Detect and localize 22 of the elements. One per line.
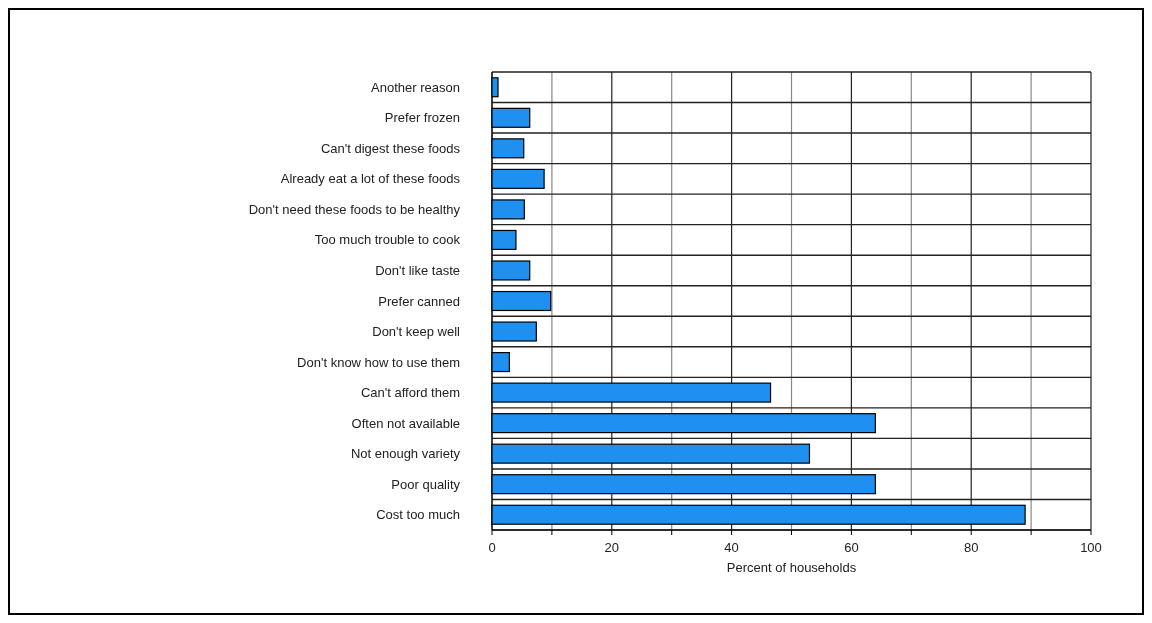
y-tick-label: Often not available: [351, 415, 460, 431]
y-tick-label: Poor quality: [391, 476, 461, 492]
x-tick-label: 40: [724, 540, 739, 555]
y-tick-label: Can't afford them: [360, 385, 460, 401]
x-axis-title: Percent of households: [726, 560, 857, 575]
y-tick-label: Don't like taste: [375, 263, 460, 279]
y-tick-label: Don't know how to use them: [297, 354, 460, 370]
y-tick-label: Not enough variety: [350, 446, 461, 462]
x-tick-label: 100: [1080, 540, 1102, 555]
x-tick-label: 20: [604, 540, 620, 555]
y-tick-label: Don't keep well: [372, 324, 461, 340]
y-tick-label: Don't need these foods to be healthy: [248, 201, 461, 217]
y-tick-label: Can't digest these foods: [320, 140, 461, 156]
x-tick-label: 60: [844, 540, 859, 555]
x-tick-label: 0: [488, 540, 496, 555]
y-tick-label: Already eat a lot of these foods: [280, 171, 461, 187]
y-tick-label: Prefer frozen: [384, 110, 460, 126]
y-tick-label: Another reason: [371, 79, 460, 95]
y-tick-label: Too much trouble to cook: [314, 232, 461, 248]
y-tick-label: Cost too much: [376, 507, 460, 523]
x-tick-label: 80: [963, 540, 979, 555]
y-tick-label: Prefer canned: [378, 293, 460, 309]
